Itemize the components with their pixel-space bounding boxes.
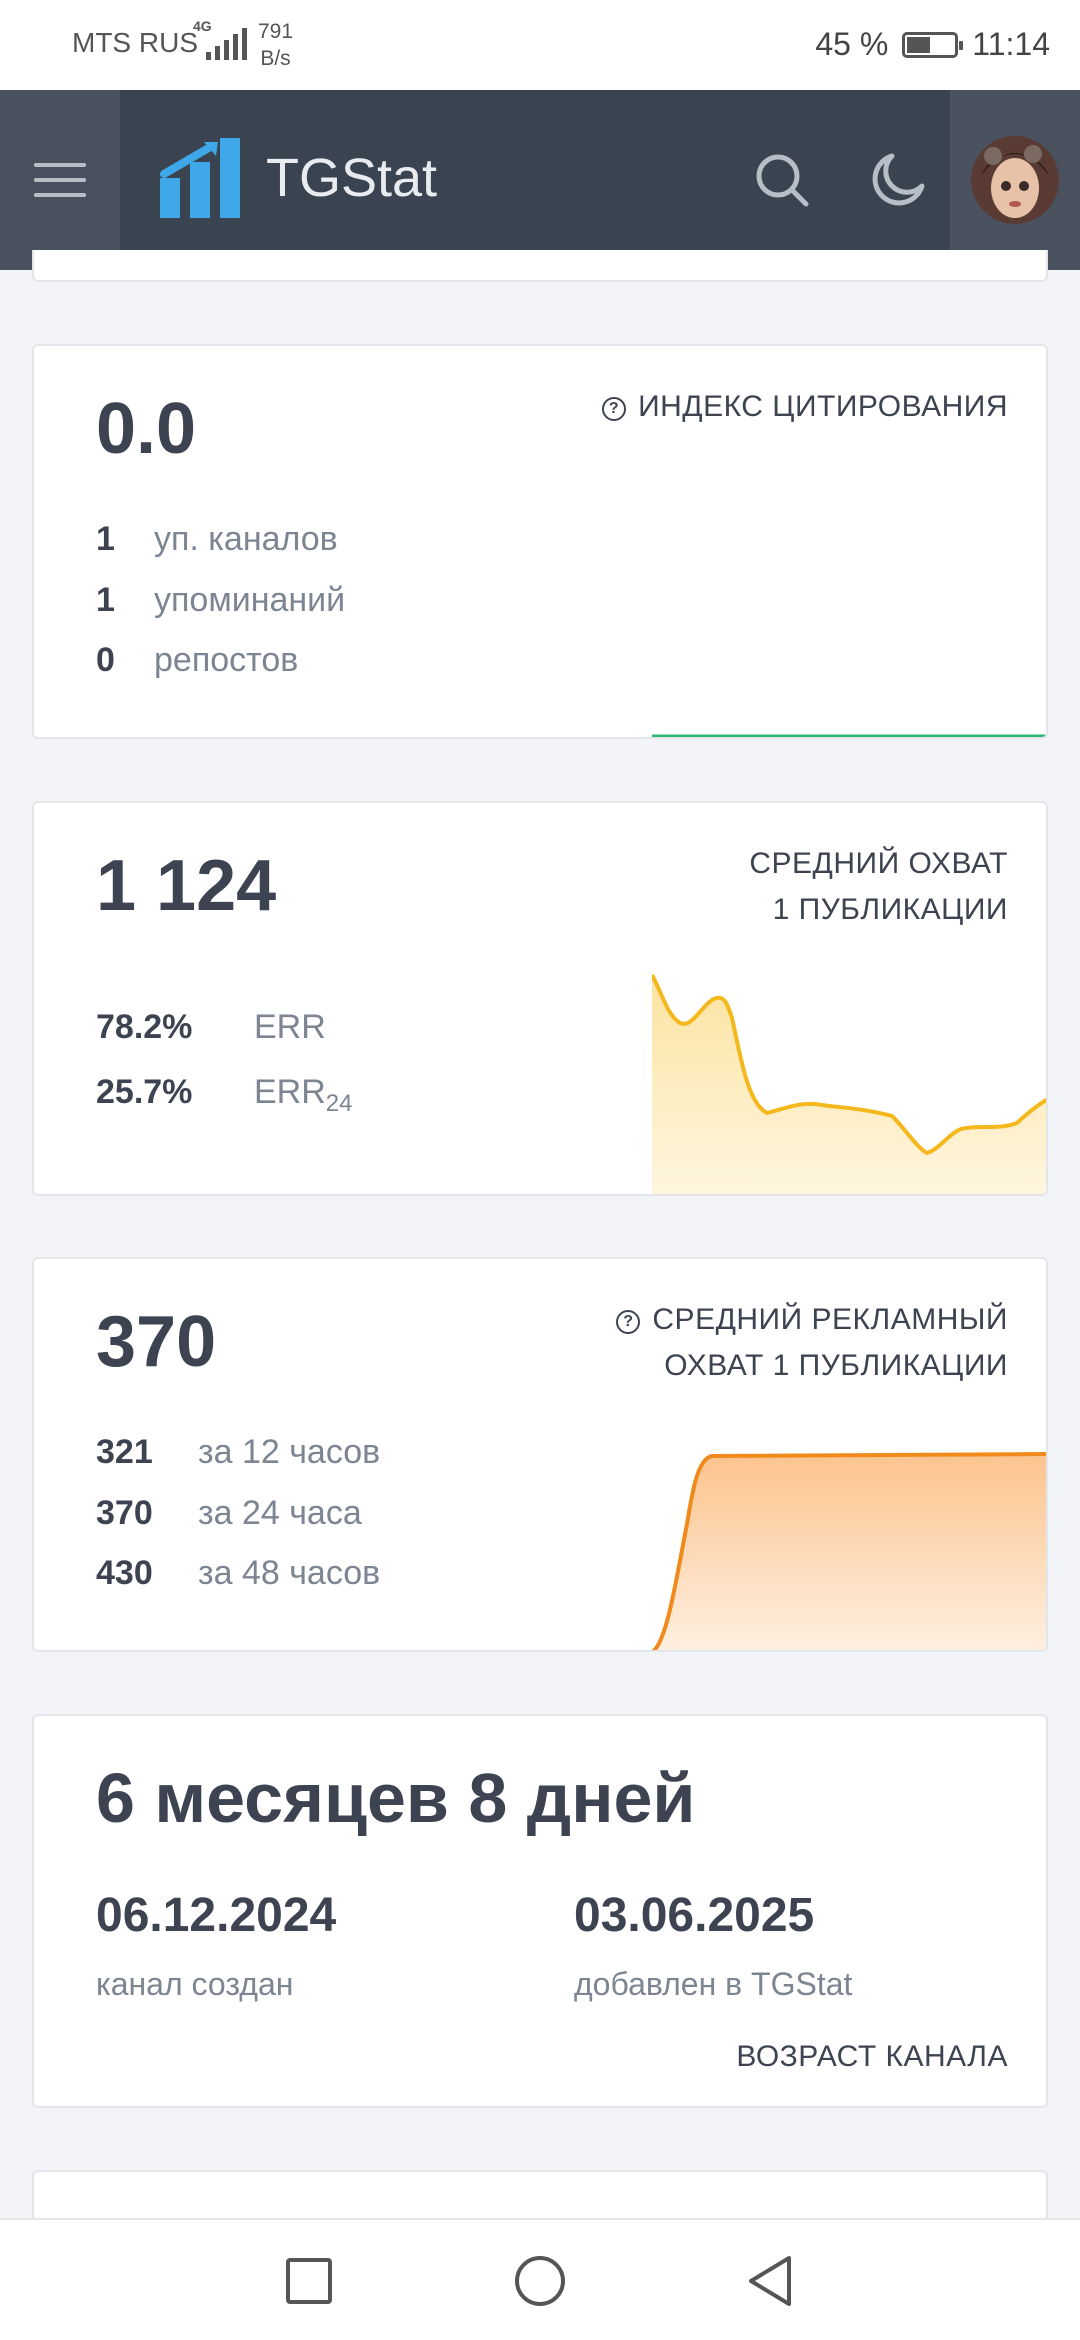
ad-reach-value: 370	[96, 1302, 217, 1382]
citation-index-label[interactable]: ? ИНДЕКС ЦИТИРОВАНИЯ	[602, 384, 1008, 430]
added-date: 03.06.2025	[574, 1889, 815, 1942]
created-label: канал создан	[96, 1966, 294, 2002]
home-icon[interactable]	[505, 2246, 575, 2316]
moon-icon[interactable]	[868, 150, 928, 210]
brand-name: TGStat	[266, 148, 438, 208]
user-menu[interactable]	[950, 90, 1080, 270]
recent-apps-icon[interactable]	[274, 2246, 344, 2316]
ad-reach-card: 370 ? СРЕДНИЙ РЕКЛАМНЫЙ ОХВАТ 1 ПУБЛИКАЦИ…	[32, 1257, 1048, 1652]
carrier-name: MTS RUS	[72, 27, 198, 58]
tgstat-logo-icon	[160, 138, 240, 218]
network-speed: 791 B/s	[258, 18, 293, 72]
err24-row: 25.7% ERR24	[96, 1073, 353, 1117]
battery-icon	[902, 31, 964, 58]
clock: 11:14	[972, 26, 1050, 62]
average-reach-label: СРЕДНИЙ ОХВАТ 1 ПУБЛИКАЦИИ	[749, 847, 1008, 926]
err-row: 78.2% ERR	[96, 1008, 326, 1046]
stat-row: 1 уп. каналов	[96, 520, 338, 558]
added-label: добавлен в TGStat	[574, 1966, 853, 2002]
citation-index-value: 0.0	[96, 389, 197, 469]
network-type: 4G	[193, 18, 212, 34]
channel-age-value: 6 месяцев 8 дней	[96, 1759, 696, 1837]
channel-age-label: ВОЗРАСТ КАНАЛА	[736, 2040, 1008, 2073]
ad-reach-row: 430 за 48 часов	[96, 1554, 381, 1592]
average-reach-card: 1 124 СРЕДНИЙ ОХВАТ 1 ПУБЛИКАЦИИ 78.2% E…	[32, 801, 1048, 1196]
back-icon[interactable]	[735, 2246, 805, 2316]
system-nav-bar	[0, 2218, 1080, 2340]
created-date: 06.12.2024	[96, 1889, 337, 1942]
stat-row: 0 репостов	[96, 641, 299, 679]
search-icon[interactable]	[752, 150, 812, 210]
channel-age-card: 6 месяцев 8 дней 06.12.2024 канал создан…	[32, 1714, 1048, 2108]
reach-sparkline	[652, 974, 1046, 1194]
ad-reach-row: 370 за 24 часа	[96, 1494, 362, 1532]
average-reach-value: 1 124	[96, 846, 277, 926]
brand-logo[interactable]: TGStat	[160, 138, 437, 218]
help-icon[interactable]: ?	[616, 1310, 641, 1334]
battery-percent: 45 %	[815, 26, 889, 62]
previous-card	[32, 250, 1048, 282]
help-icon[interactable]: ?	[602, 397, 627, 421]
speed-unit: B/s	[260, 47, 291, 70]
citation-index-card: 0.0 ? ИНДЕКС ЦИТИРОВАНИЯ 1 уп. каналов 1 …	[32, 344, 1048, 739]
citation-sparkline	[652, 734, 1046, 737]
app-header: TGStat	[0, 90, 1080, 270]
ad-reach-sparkline	[652, 1452, 1046, 1650]
status-right: 45 % 11:14	[815, 26, 1050, 63]
menu-button[interactable]	[0, 90, 120, 270]
signal-icon	[206, 26, 247, 60]
ad-reach-row: 321 за 12 часов	[96, 1433, 381, 1471]
carrier-info: MTS RUS	[72, 26, 247, 60]
avatar	[971, 136, 1059, 224]
menu-icon	[34, 163, 86, 167]
speed-value: 791	[258, 20, 294, 43]
stat-row: 1 упоминаний	[96, 581, 346, 619]
status-bar: MTS RUS 4G 791 B/s 45 % 11:14	[0, 0, 1080, 90]
ad-reach-label[interactable]: ? СРЕДНИЙ РЕКЛАМНЫЙ ОХВАТ 1 ПУБЛИКАЦИИ	[616, 1297, 1008, 1389]
